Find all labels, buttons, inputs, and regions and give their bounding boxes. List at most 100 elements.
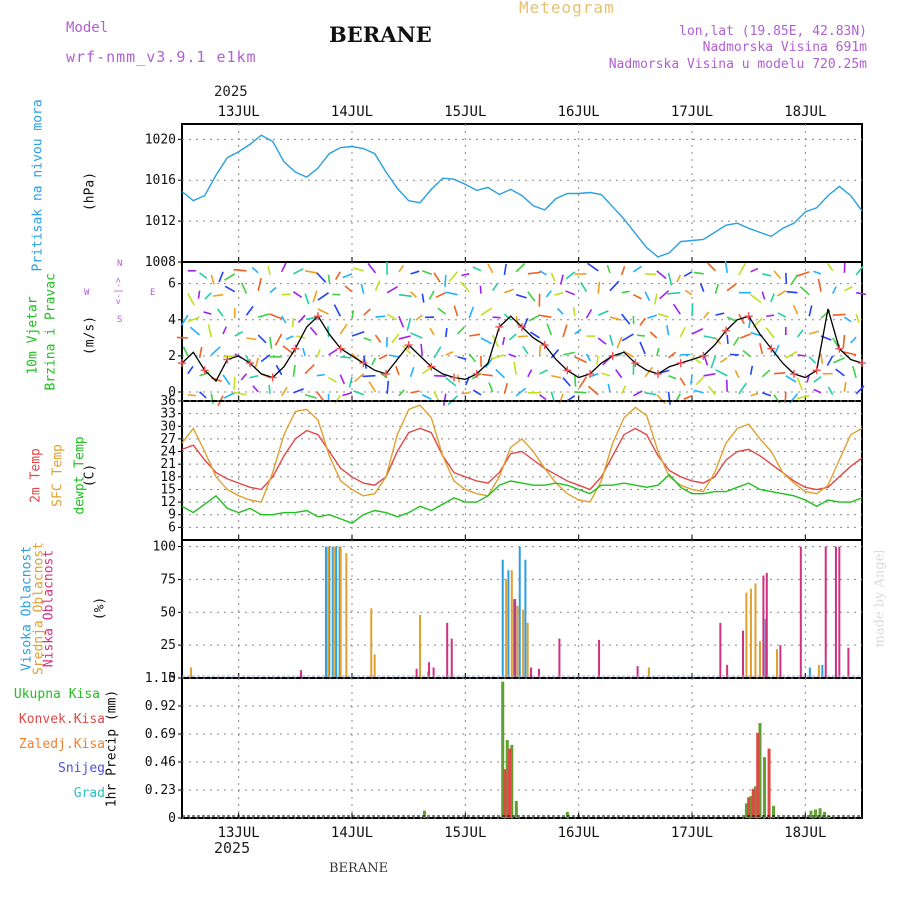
wind-arrow	[354, 373, 365, 383]
model-altitude-label: Nadmorska Visina u modelu 720.25m	[608, 57, 867, 72]
bar-niska-oblacnost	[838, 546, 841, 678]
x-tick-label-top: 18JUL	[784, 104, 826, 120]
wind-arrow	[291, 318, 295, 328]
wind-arrow	[786, 290, 798, 294]
wind-arrow	[293, 388, 304, 394]
wind-arrow	[374, 334, 382, 343]
bar-ukupna-kisa	[753, 786, 757, 818]
wind-arrow	[562, 377, 571, 387]
bar-ukupna-kisa	[823, 811, 827, 818]
wind-arrow	[468, 353, 477, 363]
wind-arrow	[621, 333, 634, 342]
bar-niska-oblacnost	[432, 667, 435, 678]
wind-arrow	[550, 272, 556, 282]
wind-gust-marker	[654, 369, 662, 378]
wind-arrow	[304, 363, 315, 375]
wind-arrow	[305, 316, 317, 321]
wind-arrow	[587, 262, 599, 272]
wind-arrow	[233, 391, 247, 396]
bar-srednja-oblacnost	[745, 592, 748, 678]
wind-gust-marker	[518, 322, 526, 331]
wind-arrow	[515, 293, 527, 299]
wind-arrow	[572, 307, 576, 317]
wind-arrow	[233, 268, 247, 272]
bar-ukupna-kisa	[818, 808, 822, 818]
bar-niska-oblacnost	[719, 622, 722, 678]
wind-gust-marker	[382, 369, 390, 378]
wind-arrow	[726, 283, 737, 292]
wind-arrow	[647, 314, 658, 320]
wind-arrow	[410, 332, 423, 339]
wind-arrow	[621, 313, 631, 325]
wind-arrow	[515, 387, 527, 397]
bar-srednja-oblacnost	[759, 641, 761, 678]
wind-arrow	[275, 364, 283, 376]
wind-arrow	[492, 316, 501, 319]
wind-arrow	[234, 330, 244, 337]
wind-arrow	[391, 333, 400, 344]
bar-niska-oblacnost	[300, 670, 302, 678]
wind-arrow	[574, 328, 582, 335]
bar-srednja-oblacnost	[516, 605, 519, 678]
wind-gust-marker	[858, 359, 866, 368]
y-tick-label: 4	[168, 313, 176, 328]
bar-ukupna-kisa	[772, 805, 776, 818]
wind-arrow	[515, 315, 519, 327]
wind-arrow	[442, 393, 447, 406]
wind-gust-marker	[722, 326, 730, 335]
wind-arrow	[833, 357, 845, 364]
wind-arrow	[257, 334, 267, 344]
wind-arrow	[551, 374, 562, 379]
wind-arrow	[362, 374, 376, 378]
bar-ukupna-kisa	[809, 810, 813, 818]
bar-niska-oblacnost	[538, 668, 540, 678]
wind-arrow	[508, 353, 517, 358]
station-title: BERANE	[329, 22, 432, 47]
bar-srednja-oblacnost	[647, 667, 650, 678]
wind-arrow	[448, 271, 459, 283]
wind-arrow	[251, 266, 259, 274]
wind-arrow	[790, 274, 799, 286]
wind-arrow	[749, 365, 754, 375]
wind-arrow	[539, 369, 549, 375]
wind-arrow	[766, 314, 775, 318]
wind-arrow	[703, 311, 710, 319]
wind-arrow	[461, 273, 470, 277]
year-top: 2025	[214, 84, 248, 100]
wind-arrow	[398, 389, 405, 397]
bar-niska-oblacnost	[834, 546, 837, 678]
wind-arrow	[645, 273, 657, 276]
x-tick-label-top: 17JUL	[671, 104, 713, 120]
wind-arrow	[328, 348, 338, 356]
bar-niska-oblacnost	[450, 638, 453, 678]
bar-srednja-oblacnost	[776, 649, 778, 678]
wind-arrow	[765, 327, 775, 339]
bar-niska-oblacnost	[428, 662, 431, 678]
wind-gust-marker	[472, 369, 481, 378]
wind-arrow	[831, 286, 837, 295]
wind-arrow	[676, 274, 682, 283]
wind-arrow	[421, 366, 432, 375]
wind-arrow	[842, 334, 846, 349]
wind-arrow	[703, 372, 716, 377]
wind-arrow	[444, 274, 447, 287]
bar-niska-oblacnost	[530, 667, 533, 678]
wind-arrow	[222, 354, 237, 358]
wind-arrow	[282, 345, 294, 355]
wind-arrow	[189, 326, 201, 336]
wind-arrow	[761, 369, 771, 378]
wind-arrow	[855, 313, 860, 323]
bar-visoka-oblacnost	[524, 559, 527, 678]
y-tick-label: 27	[160, 432, 176, 447]
wind-arrow	[410, 291, 417, 298]
wind-arrow	[445, 291, 458, 296]
wind-arrow	[620, 385, 627, 395]
series-line-2m-temp	[181, 427, 863, 491]
wind-gust-marker	[223, 355, 232, 364]
bar-ukupna-kisa	[565, 811, 569, 818]
wind-gust-marker	[178, 359, 186, 368]
wind-gust-marker	[336, 344, 345, 353]
wind-arrow	[799, 286, 810, 296]
wind-arrow	[820, 353, 824, 364]
compass-s: S	[117, 315, 123, 325]
